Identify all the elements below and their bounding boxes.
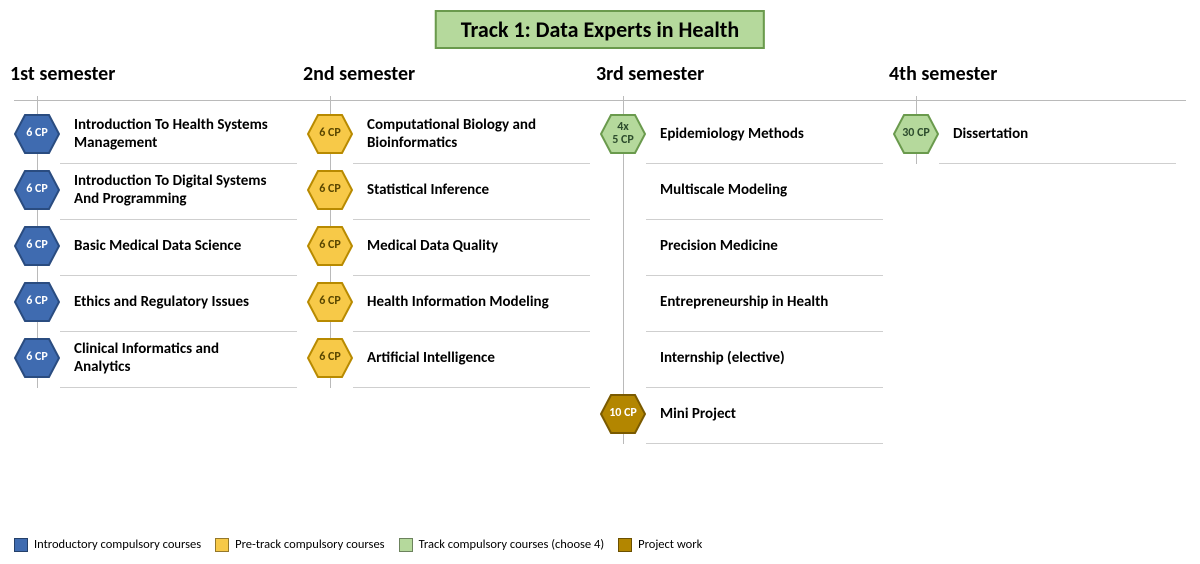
legend-swatch bbox=[399, 538, 413, 552]
row-underline bbox=[60, 387, 297, 388]
legend-label: Track compulsory courses (choose 4) bbox=[419, 537, 605, 552]
legend-label: Introductory compulsory courses bbox=[34, 537, 201, 552]
course-row: 30 CPDissertation bbox=[893, 108, 1176, 164]
course-row: 6 CPIntroduction To Health Systems Manag… bbox=[14, 108, 297, 164]
course-name: Epidemiology Methods bbox=[646, 125, 804, 143]
course-name: Medical Data Quality bbox=[353, 237, 498, 255]
semester-title: 1st semester bbox=[10, 62, 297, 86]
course-row: Internship (elective) bbox=[600, 332, 883, 388]
semester-title: 3rd semester bbox=[596, 62, 883, 86]
credit-hexagon: 6 CP bbox=[307, 338, 353, 378]
credit-hexagon: 6 CP bbox=[307, 170, 353, 210]
semester-columns: 1st semester 6 CPIntroduction To Health … bbox=[14, 62, 1186, 444]
course-row: Entrepreneurship in Health bbox=[600, 276, 883, 332]
legend-label: Project work bbox=[638, 537, 702, 552]
course-row: 6 CPBasic Medical Data Science bbox=[14, 220, 297, 276]
semester-column: 2nd semester 6 CPComputational Biology a… bbox=[307, 62, 600, 444]
page-title: Track 1: Data Experts in Health bbox=[435, 10, 765, 49]
course-name: Artificial Intelligence bbox=[353, 349, 495, 367]
legend: Introductory compulsory courses Pre-track… bbox=[14, 537, 702, 552]
course-name: Ethics and Regulatory Issues bbox=[60, 293, 249, 311]
credit-hexagon: 30 CP bbox=[893, 114, 939, 154]
course-name: Entrepreneurship in Health bbox=[646, 293, 828, 311]
course-row: 6 CPStatistical Inference bbox=[307, 164, 590, 220]
hex-spacer bbox=[600, 282, 646, 322]
legend-item: Project work bbox=[618, 537, 702, 552]
course-row: Multiscale Modeling bbox=[600, 164, 883, 220]
legend-item: Track compulsory courses (choose 4) bbox=[399, 537, 605, 552]
course-name: Introduction To Health Systems Managemen… bbox=[60, 116, 270, 152]
course-row: 6 CPEthics and Regulatory Issues bbox=[14, 276, 297, 332]
semester-column: 4th semester 30 CPDissertation bbox=[893, 62, 1186, 444]
course-name: Multiscale Modeling bbox=[646, 181, 787, 199]
row-underline bbox=[646, 443, 883, 444]
course-row: 6 CPClinical Informatics and Analytics bbox=[14, 332, 297, 388]
course-name: Dissertation bbox=[939, 125, 1028, 143]
course-name: Computational Biology and Bioinformatics bbox=[353, 116, 563, 152]
row-underline bbox=[353, 387, 590, 388]
credit-hexagon: 6 CP bbox=[14, 114, 60, 154]
credit-hexagon: 6 CP bbox=[14, 338, 60, 378]
course-name: Health Information Modeling bbox=[353, 293, 549, 311]
course-row: 4x5 CPEpidemiology Methods bbox=[600, 108, 883, 164]
course-row: 6 CPArtificial Intelligence bbox=[307, 332, 590, 388]
course-row: 6 CPIntroduction To Digital Systems And … bbox=[14, 164, 297, 220]
legend-item: Pre-track compulsory courses bbox=[215, 537, 384, 552]
course-name: Basic Medical Data Science bbox=[60, 237, 241, 255]
credit-hexagon: 6 CP bbox=[14, 226, 60, 266]
course-list: 6 CPComputational Biology and Bioinforma… bbox=[307, 96, 590, 388]
course-list: 30 CPDissertation bbox=[893, 96, 1176, 164]
credit-hexagon: 6 CP bbox=[307, 226, 353, 266]
semester-column: 1st semester 6 CPIntroduction To Health … bbox=[14, 62, 307, 444]
legend-label: Pre-track compulsory courses bbox=[235, 537, 384, 552]
credit-hexagon: 6 CP bbox=[14, 170, 60, 210]
legend-swatch bbox=[215, 538, 229, 552]
legend-swatch bbox=[14, 538, 28, 552]
row-underline bbox=[939, 163, 1176, 164]
course-name: Mini Project bbox=[646, 405, 736, 423]
semester-column: 3rd semester 4x5 CPEpidemiology MethodsM… bbox=[600, 62, 893, 444]
course-row: Precision Medicine bbox=[600, 220, 883, 276]
semester-title: 2nd semester bbox=[303, 62, 590, 86]
course-row: 10 CPMini Project bbox=[600, 388, 883, 444]
credit-hexagon: 6 CP bbox=[307, 114, 353, 154]
legend-swatch bbox=[618, 538, 632, 552]
course-row: 6 CPComputational Biology and Bioinforma… bbox=[307, 108, 590, 164]
course-list: 6 CPIntroduction To Health Systems Manag… bbox=[14, 96, 297, 388]
credit-hexagon: 10 CP bbox=[600, 394, 646, 434]
credit-hexagon: 4x5 CP bbox=[600, 114, 646, 154]
credit-hexagon: 6 CP bbox=[307, 282, 353, 322]
semester-title: 4th semester bbox=[889, 62, 1176, 86]
legend-item: Introductory compulsory courses bbox=[14, 537, 201, 552]
course-name: Introduction To Digital Systems And Prog… bbox=[60, 172, 270, 208]
course-name: Statistical Inference bbox=[353, 181, 489, 199]
course-list: 4x5 CPEpidemiology Methods Multiscale Mod… bbox=[600, 96, 883, 444]
course-name: Precision Medicine bbox=[646, 237, 778, 255]
course-row: 6 CPHealth Information Modeling bbox=[307, 276, 590, 332]
course-name: Clinical Informatics and Analytics bbox=[60, 340, 270, 376]
hex-spacer bbox=[600, 338, 646, 378]
course-row: 6 CPMedical Data Quality bbox=[307, 220, 590, 276]
hex-spacer bbox=[600, 170, 646, 210]
credit-hexagon: 6 CP bbox=[14, 282, 60, 322]
hex-spacer bbox=[600, 226, 646, 266]
course-name: Internship (elective) bbox=[646, 349, 785, 367]
